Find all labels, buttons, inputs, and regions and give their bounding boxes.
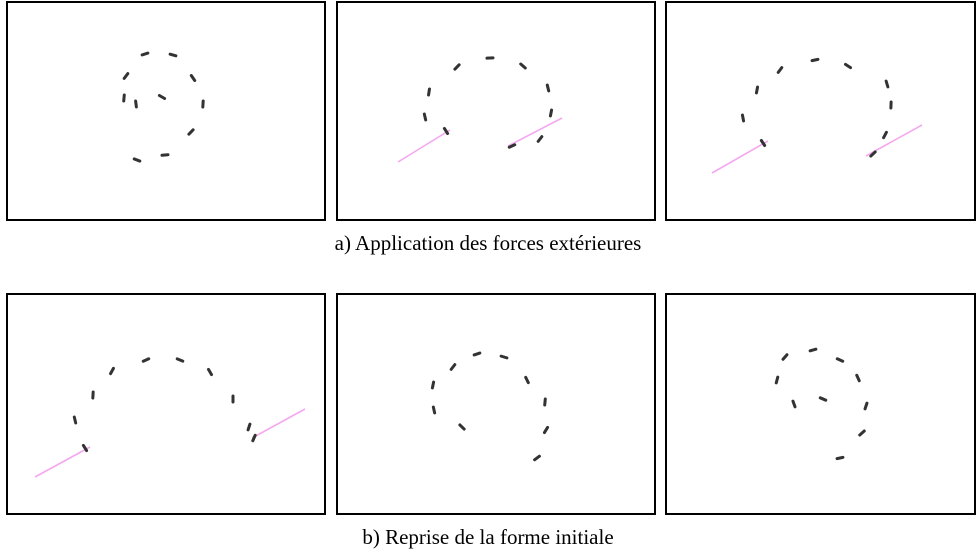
particle [189, 74, 197, 82]
particle [855, 373, 861, 383]
particle [81, 443, 89, 453]
particle [122, 72, 130, 80]
panel [336, 1, 656, 221]
particle [781, 353, 789, 361]
particle [858, 429, 866, 437]
particle [810, 57, 820, 63]
force-vector [34, 446, 91, 478]
particle [542, 425, 550, 435]
panel [6, 1, 326, 221]
particle [843, 62, 853, 70]
particle [134, 99, 138, 109]
particle [206, 367, 214, 377]
particle [458, 423, 466, 431]
particle [818, 396, 828, 402]
particle [72, 415, 78, 425]
particle [132, 157, 142, 163]
particle [543, 397, 547, 407]
force-vector [251, 408, 306, 439]
particle [141, 357, 151, 363]
particle [160, 153, 170, 157]
particle [422, 112, 428, 122]
particle [791, 399, 797, 409]
particle [835, 455, 845, 461]
particle [536, 135, 544, 143]
particle [427, 87, 431, 97]
particle [533, 454, 541, 462]
panel [665, 293, 976, 515]
particle [168, 52, 178, 58]
particle [430, 380, 436, 390]
particle [109, 366, 115, 376]
particle [740, 113, 746, 123]
force-vector [397, 129, 451, 163]
particle [545, 83, 551, 93]
particle [246, 422, 252, 432]
particle [175, 357, 185, 363]
particle [863, 401, 869, 411]
particle [507, 143, 517, 149]
particle [449, 363, 457, 371]
particle [187, 128, 195, 136]
particle [442, 126, 450, 136]
particle [524, 375, 530, 385]
particle [774, 375, 780, 385]
force-vector [711, 140, 769, 174]
particle [251, 433, 257, 443]
force-vector [507, 117, 563, 147]
particle [157, 93, 167, 101]
particle [499, 354, 509, 360]
caption: b) Reprise de la forme initiale [362, 525, 613, 549]
particle [519, 62, 527, 70]
particle [776, 66, 784, 74]
particle [548, 108, 554, 118]
particle [882, 130, 888, 140]
particle [759, 138, 767, 148]
particle [140, 51, 150, 57]
particle [808, 347, 818, 353]
particle [453, 63, 461, 71]
panel [665, 1, 976, 221]
particle [472, 351, 482, 357]
particle [754, 85, 760, 95]
particle [869, 150, 877, 158]
particle [431, 405, 437, 415]
particle [884, 79, 890, 89]
panel [6, 293, 326, 515]
particle [835, 357, 845, 363]
particle [122, 93, 126, 103]
panel [336, 293, 656, 515]
caption: a) Application des forces extérieures [335, 231, 642, 255]
